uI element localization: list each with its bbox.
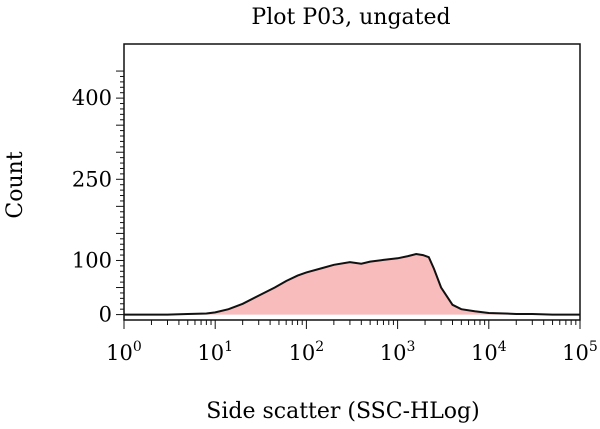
x-tick-label: 104	[471, 339, 507, 365]
histogram-fill	[124, 254, 580, 315]
plot-frame	[123, 43, 581, 321]
y-axis-label: Count	[3, 151, 28, 218]
y-tick-label: 100	[72, 248, 112, 272]
x-tick-label: 102	[289, 339, 325, 365]
y-tick-label: 0	[99, 303, 112, 327]
x-tick-label: 101	[197, 339, 233, 365]
chart-title: Plot P03, ungated	[251, 5, 450, 30]
y-axis: 0 100 250 400	[72, 70, 124, 327]
x-tick-label: 105	[562, 339, 598, 365]
y-tick-label: 400	[72, 86, 112, 110]
plot-area	[123, 43, 581, 321]
x-axis-label: Side scatter (SSC-HLog)	[206, 399, 479, 424]
x-tick-label: 100	[106, 339, 142, 365]
x-tick-label: 103	[380, 339, 416, 365]
y-tick-label: 250	[72, 167, 112, 191]
histogram-outline	[124, 252, 580, 316]
x-axis: 100 101 102 103 104 105	[106, 320, 598, 365]
